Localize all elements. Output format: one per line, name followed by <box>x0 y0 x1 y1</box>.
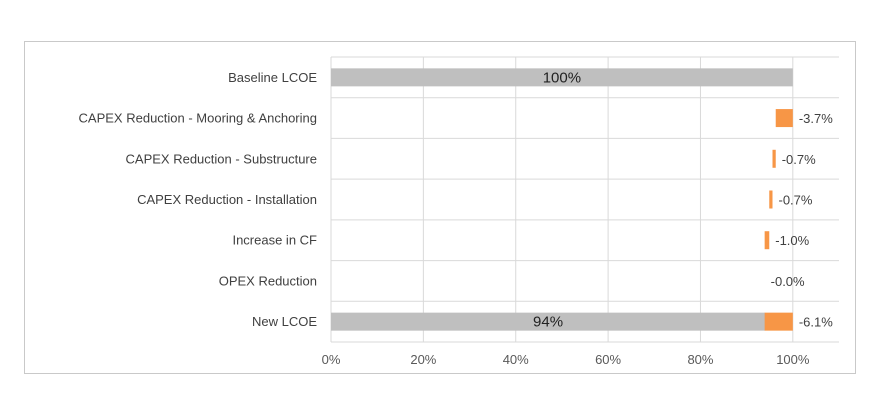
x-tick-label: 20% <box>410 352 436 367</box>
delta-bar <box>772 149 776 168</box>
total-bar <box>331 68 793 87</box>
x-tick-label: 100% <box>776 352 810 367</box>
x-tick-label: 80% <box>687 352 713 367</box>
total-bar-label: 94% <box>533 314 563 331</box>
chart-frame: 0% 20% 40% 60% 80% 100% Baseline LCOE 100% CAPEX… <box>24 41 856 374</box>
total-bar <box>331 312 766 331</box>
delta-bar <box>764 312 793 331</box>
category-label: Baseline LCOE <box>228 70 317 85</box>
delta-data-label: -0.7% <box>778 193 812 208</box>
waterfall-chart: 0% 20% 40% 60% 80% 100% Baseline LCOE 100% CAPEX… <box>79 56 839 367</box>
delta-data-label: -3.7% <box>799 111 833 126</box>
x-tick-label: 40% <box>503 352 529 367</box>
delta-data-label: -1.0% <box>775 233 809 248</box>
delta-bar <box>769 190 773 209</box>
gridlines <box>330 56 839 343</box>
x-tick-label: 60% <box>595 352 621 367</box>
delta-data-label: -0.0% <box>771 274 805 289</box>
labels: 0% 20% 40% 60% 80% 100% Baseline LCOE 100% CAPEX… <box>79 69 834 367</box>
category-label: Increase in CF <box>232 233 317 248</box>
category-label: OPEX Reduction <box>219 273 317 288</box>
category-label: New LCOE <box>252 314 317 329</box>
delta-bar <box>764 231 770 250</box>
total-bar-label: 100% <box>543 69 581 86</box>
category-label: CAPEX Reduction - Mooring & Anchoring <box>79 111 317 126</box>
category-label: CAPEX Reduction - Installation <box>137 192 317 207</box>
bars <box>331 68 793 331</box>
category-label: CAPEX Reduction - Substructure <box>126 151 317 166</box>
delta-data-label: -6.1% <box>799 315 833 330</box>
delta-data-label: -0.7% <box>782 152 816 167</box>
delta-bar <box>775 109 793 128</box>
x-tick-label: 0% <box>322 352 341 367</box>
